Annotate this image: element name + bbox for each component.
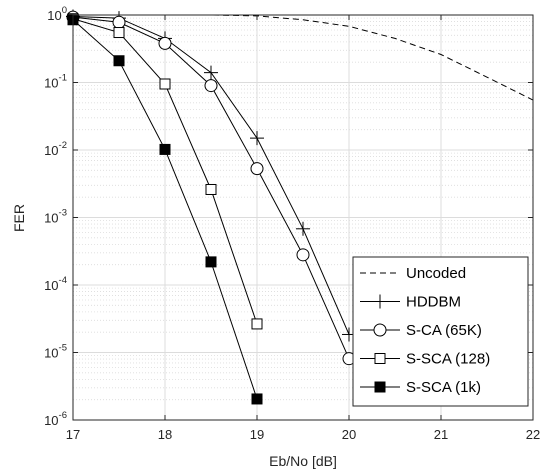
data-point <box>250 162 264 176</box>
y-axis-label: FER <box>11 204 27 232</box>
legend-label: S-SCA (128) <box>406 351 490 368</box>
data-point <box>204 79 218 93</box>
x-tick-label: 21 <box>434 427 448 442</box>
legend-label: S-CA (65K) <box>406 322 482 339</box>
data-point <box>112 15 126 29</box>
ticks: 17 18 19 20 21 22 10-6 10-5 10-4 10-3 10-2 10-1 100 <box>44 5 540 442</box>
legend-entry: S-CA (65K) <box>360 322 482 339</box>
data-point <box>113 55 125 67</box>
y-tick-label: 10-6 <box>44 410 67 428</box>
data-point <box>113 27 125 39</box>
x-tick-label: 19 <box>250 427 264 442</box>
y-tick-label: 10-3 <box>44 208 67 226</box>
y-tick-label: 10-5 <box>44 343 67 361</box>
legend-label: Uncoded <box>406 265 466 282</box>
x-tick-label: 17 <box>66 427 80 442</box>
data-point <box>251 318 263 330</box>
y-tick-label: 10-4 <box>44 275 67 293</box>
legend-entry: S-SCA (128) <box>360 351 490 368</box>
x-tick-label: 20 <box>342 427 356 442</box>
legend-label: S-SCA (1k) <box>406 379 481 396</box>
legend-marker <box>374 381 386 393</box>
data-point <box>205 183 217 195</box>
y-tick-label: 100 <box>47 5 67 23</box>
y-tick-label: 10-2 <box>44 140 67 158</box>
legend-label: HDDBM <box>406 294 461 311</box>
legend-marker <box>374 353 386 364</box>
legend-entry: S-SCA (1k) <box>360 379 481 396</box>
legend-entry: Uncoded <box>360 265 466 282</box>
y-tick-label: 10-1 <box>44 73 67 91</box>
series-0 <box>73 14 534 101</box>
legend: Uncoded HDDBM S-CA (65K) S-SCA (128) S-SCA (… <box>352 256 529 407</box>
data-point <box>159 143 171 155</box>
data-point <box>251 393 263 405</box>
legend-marker <box>373 323 387 337</box>
legend-entry: HDDBM <box>360 294 461 311</box>
data-point <box>205 256 217 268</box>
data-point <box>159 78 171 90</box>
x-tick-label: 22 <box>526 427 540 442</box>
data-point <box>158 36 172 50</box>
series-line <box>73 14 534 101</box>
x-tick-label: 18 <box>158 427 172 442</box>
data-point <box>296 248 310 262</box>
x-axis-label: Eb/No [dB] <box>269 453 337 469</box>
